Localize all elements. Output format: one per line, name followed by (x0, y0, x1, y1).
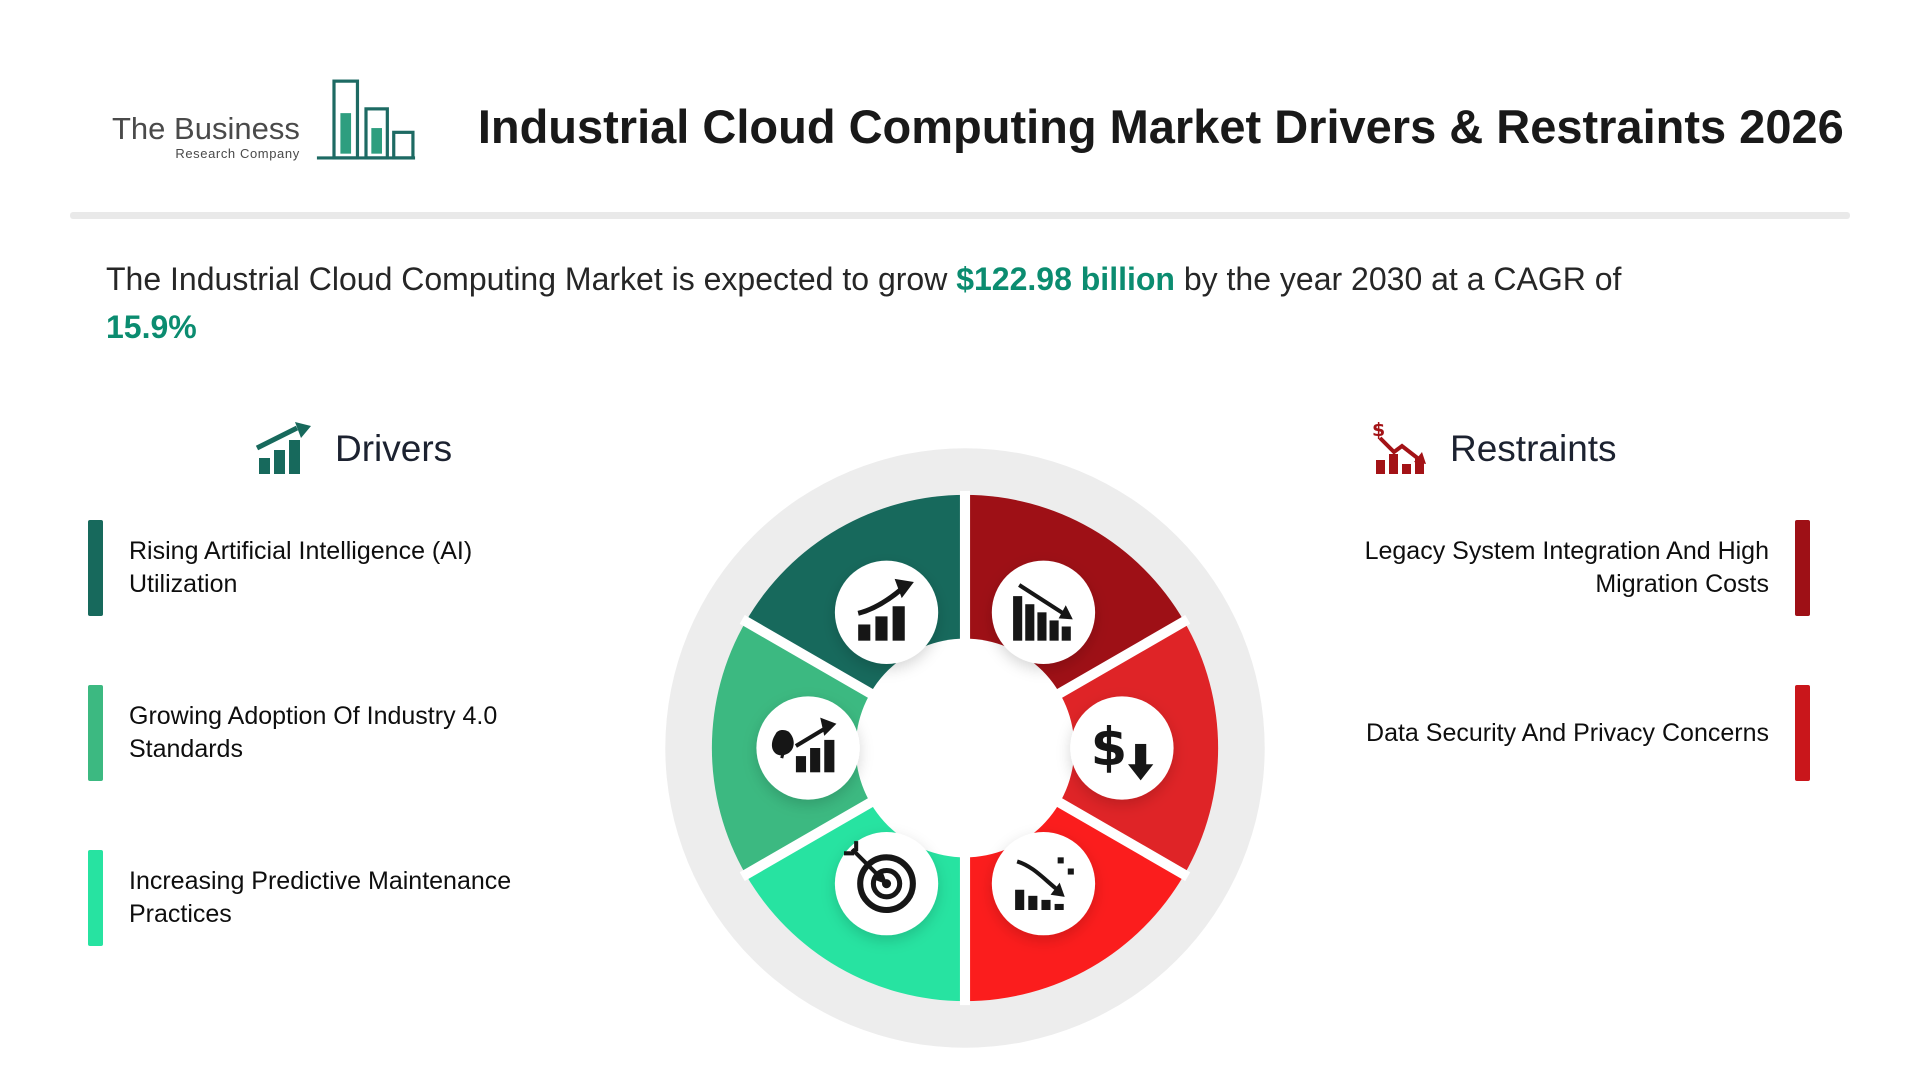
logo-name: The Business (112, 111, 300, 147)
restraint-item-label: Data Security And Privacy Concerns (1366, 718, 1769, 747)
driver-accent-bar (88, 850, 103, 946)
driver-item: Rising Artificial Intelligence (AI) Util… (88, 520, 569, 616)
target-icon (834, 832, 939, 936)
restraints-heading: Restraints (1450, 428, 1617, 469)
svg-text:$: $ (1091, 717, 1128, 778)
growth-chart-icon (834, 560, 939, 664)
drivers-heading: Drivers (335, 428, 453, 469)
svg-text:$: $ (1372, 422, 1385, 441)
company-logo: The Business Research Company (112, 79, 420, 175)
market-value-highlight: $122.98 billion (956, 261, 1175, 297)
eco-growth-icon (756, 696, 860, 800)
restraint-accent-bar (1795, 685, 1810, 781)
restraints-decline-icon: $ (1372, 422, 1426, 474)
logo-barchart-icon (316, 79, 415, 160)
market-summary: The Industrial Cloud Computing Market is… (106, 255, 1860, 351)
restraint-item: Legacy System Integration And High Migra… (1339, 520, 1810, 616)
page-header: The Business Research Company Industrial… (0, 0, 1920, 212)
wheel-graphic: $ (665, 448, 1265, 1048)
driver-item: Increasing Predictive Maintenance Practi… (88, 850, 569, 946)
restraint-item-label: Legacy System Integration And High Migra… (1364, 537, 1769, 598)
page-title: Industrial Cloud Computing Market Driver… (477, 99, 1844, 153)
header-divider (70, 212, 1850, 219)
restraint-accent-bar (1795, 520, 1810, 616)
cagr-highlight: 15.9% (106, 309, 197, 345)
dollar-down-icon: $ (1070, 696, 1174, 800)
declining-bars-icon (991, 560, 1096, 664)
drivers-restraints-wheel: $ (641, 424, 1289, 1072)
driver-item-label: Increasing Predictive Maintenance Practi… (129, 867, 512, 928)
driver-accent-bar (88, 685, 103, 781)
restraint-item: Data Security And Privacy Concerns (1339, 685, 1810, 781)
logo-tagline: Research Company (175, 146, 300, 161)
decline-analysis-icon (991, 832, 1096, 936)
wheel-segment-left (711, 621, 965, 875)
summary-lead: The Industrial Cloud Computing Market is… (106, 261, 957, 297)
company-logo-text: The Business Research Company (112, 113, 300, 175)
drivers-section-header: Drivers (255, 422, 452, 476)
summary-middle: by the year 2030 at a CAGR of (1174, 261, 1622, 297)
main-content: Drivers Rising Artificial Intelligence (… (0, 370, 1920, 1080)
drivers-growth-icon (255, 422, 311, 474)
driver-item-label: Rising Artificial Intelligence (AI) Util… (129, 537, 473, 598)
driver-accent-bar (88, 520, 103, 616)
restraints-section-header: $ Restraints (1372, 422, 1617, 476)
driver-item: Growing Adoption Of Industry 4.0 Standar… (88, 685, 569, 781)
wheel-center-circle (855, 638, 1075, 858)
driver-item-label: Growing Adoption Of Industry 4.0 Standar… (129, 702, 498, 763)
